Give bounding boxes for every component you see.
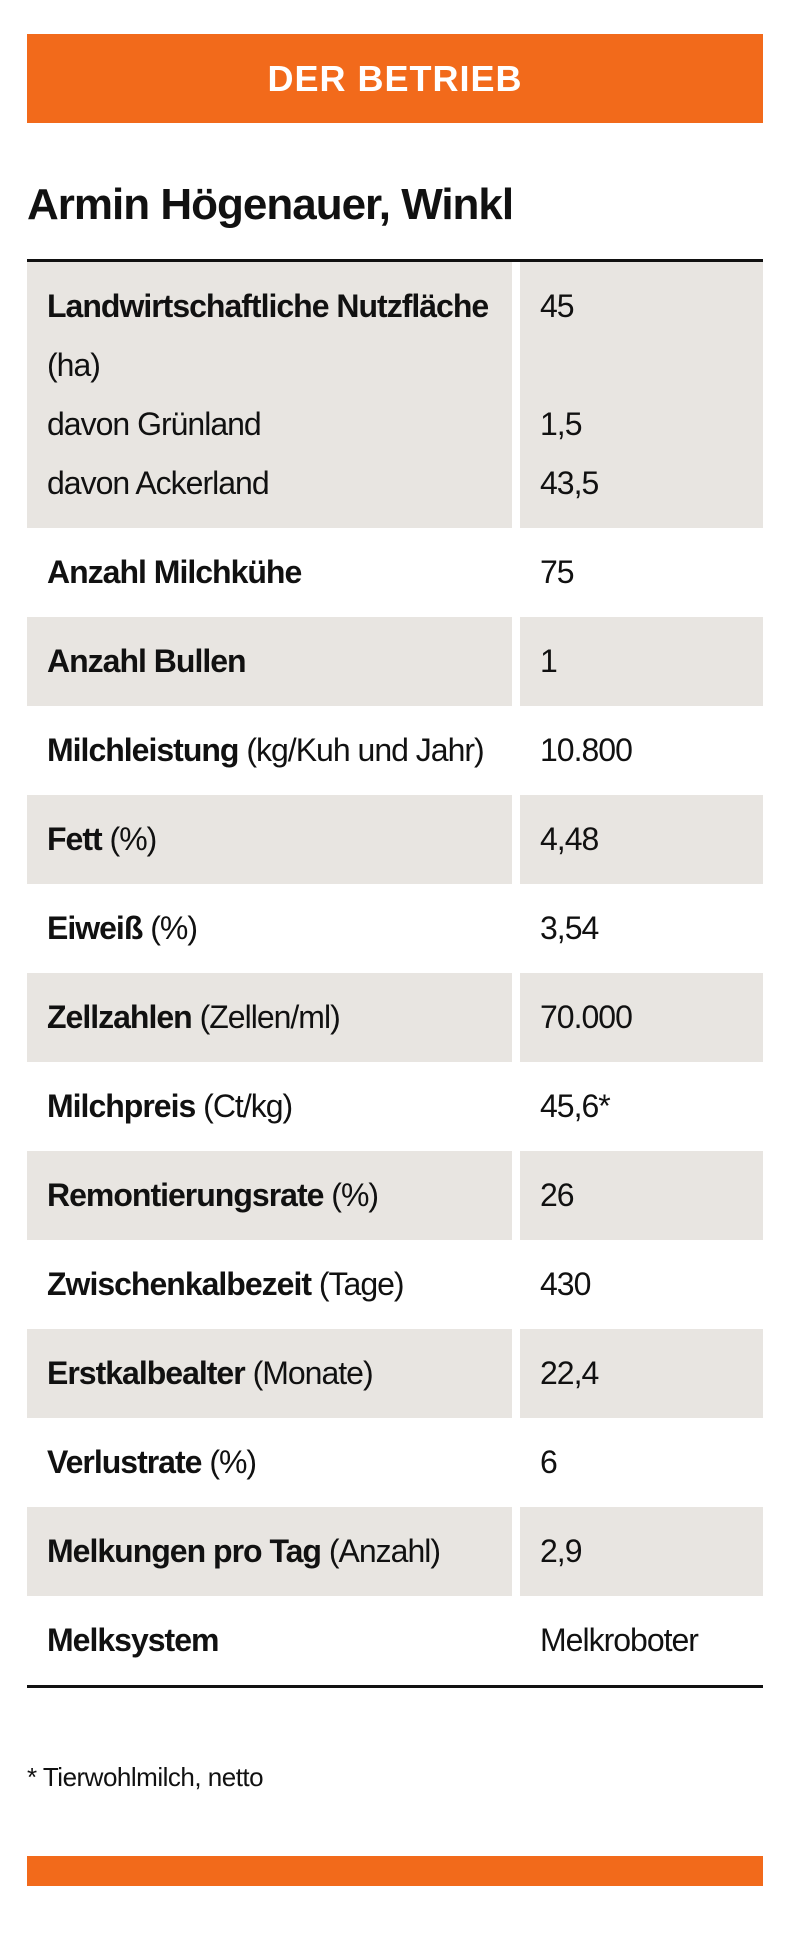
row-label: Verlustrate [47, 1444, 202, 1480]
value-cell: 10.800 [520, 721, 763, 780]
row-label: Zellzahlen [47, 999, 193, 1035]
label-cell: Landwirtschaftliche Nutzfläche (ha) davon… [27, 262, 512, 528]
label-cell: Erstkalbealter (Monate) [27, 1329, 512, 1418]
value-cell: 45,6* [520, 1077, 763, 1136]
value-cell: 45 1,5 43,5 [520, 262, 763, 528]
row-label: Erstkalbealter [47, 1355, 246, 1391]
table-row: Fett (%) 4,48 [27, 795, 763, 884]
sub-label: davon Ackerland [47, 465, 270, 501]
table-row: Eiweiß (%) 3,54 [27, 884, 763, 973]
table-row: Anzahl Bullen 1 [27, 617, 763, 706]
title: Armin Högenauer, Winkl [27, 180, 514, 229]
label-cell: Milchpreis (Ct/kg) [27, 1077, 512, 1136]
row-value: 26 [540, 1177, 575, 1213]
label-cell: Melkungen pro Tag (Anzahl) [27, 1507, 512, 1596]
row-label: Anzahl Bullen [47, 643, 247, 679]
label-cell: Milchleistung (kg/Kuh und Jahr) [27, 721, 512, 780]
table-row: Zwischenkalbezeit (Tage) 430 [27, 1240, 763, 1329]
value-cell: 6 [520, 1433, 763, 1492]
header-title: DER BETRIEB [267, 57, 523, 99]
row-label: Landwirtschaftliche Nutzfläche [47, 288, 489, 324]
value-cell: 3,54 [520, 899, 763, 958]
row-unit: (ha) [47, 347, 101, 383]
row-label: Remontierungsrate [47, 1177, 324, 1213]
label-cell: Eiweiß (%) [27, 899, 512, 958]
table-row: Melksystem Melkroboter [27, 1596, 763, 1685]
row-value: 75 [540, 554, 575, 590]
row-value: Melkroboter [540, 1622, 699, 1658]
sub-value: 43,5 [540, 465, 599, 501]
sub-label: davon Grünland [47, 406, 262, 442]
value-cell: 430 [520, 1255, 763, 1314]
table-row: Milchpreis (Ct/kg) 45,6* [27, 1062, 763, 1151]
row-unit: (kg/Kuh und Jahr) [246, 732, 484, 768]
table-row: Erstkalbealter (Monate) 22,4 [27, 1329, 763, 1418]
value-cell: 75 [520, 543, 763, 602]
value-cell: 4,48 [520, 795, 763, 884]
row-value: 4,48 [540, 821, 599, 857]
table-row: Landwirtschaftliche Nutzfläche (ha) davon… [27, 262, 763, 528]
row-unit: (%) [109, 821, 158, 857]
table: Landwirtschaftliche Nutzfläche (ha) davon… [27, 259, 763, 1688]
table-row: Anzahl Milchkühe 75 [27, 528, 763, 617]
row-unit: (Anzahl) [328, 1533, 441, 1569]
row-value: 430 [540, 1266, 591, 1302]
row-value: 45 [540, 288, 575, 324]
label-cell: Verlustrate (%) [27, 1433, 512, 1492]
label-cell: Zwischenkalbezeit (Tage) [27, 1255, 512, 1314]
value-cell: 70.000 [520, 973, 763, 1062]
row-value: 22,4 [540, 1355, 599, 1391]
row-label: Eiweiß [47, 910, 143, 946]
label-cell: Remontierungsrate (%) [27, 1151, 512, 1240]
value-cell: Melkroboter [520, 1611, 763, 1670]
label-cell: Anzahl Bullen [27, 617, 512, 706]
table-row: Remontierungsrate (%) 26 [27, 1151, 763, 1240]
header-bar: DER BETRIEB [27, 34, 763, 123]
table-row: Zellzahlen (Zellen/ml) 70.000 [27, 973, 763, 1062]
row-value: 3,54 [540, 910, 599, 946]
value-cell: 2,9 [520, 1507, 763, 1596]
row-unit: (Zellen/ml) [199, 999, 341, 1035]
row-unit: (Tage) [318, 1266, 405, 1302]
row-label: Melksystem [47, 1622, 219, 1658]
value-cell: 1 [520, 617, 763, 706]
row-value: 45,6* [540, 1088, 611, 1124]
label-cell: Fett (%) [27, 795, 512, 884]
value-cell: 26 [520, 1151, 763, 1240]
row-value: 1 [540, 643, 558, 679]
label-cell: Zellzahlen (Zellen/ml) [27, 973, 512, 1062]
table-row: Melkungen pro Tag (Anzahl) 2,9 [27, 1507, 763, 1596]
row-label: Milchleistung [47, 732, 239, 768]
label-cell: Melksystem [27, 1611, 512, 1670]
row-value: 6 [540, 1444, 558, 1480]
row-value: 2,9 [540, 1533, 582, 1569]
row-unit: (Ct/kg) [203, 1088, 293, 1124]
table-row: Milchleistung (kg/Kuh und Jahr) 10.800 [27, 706, 763, 795]
row-value: 10.800 [540, 732, 633, 768]
row-unit: (%) [331, 1177, 379, 1213]
row-unit: (%) [150, 910, 198, 946]
row-label: Anzahl Milchkühe [47, 554, 302, 590]
row-unit: (Monate) [252, 1355, 374, 1391]
label-cell: Anzahl Milchkühe [27, 543, 512, 602]
footer-bar [27, 1856, 763, 1886]
row-label: Melkungen pro Tag [47, 1533, 322, 1569]
row-unit: (%) [209, 1444, 257, 1480]
row-label: Fett [47, 821, 103, 857]
row-label: Milchpreis [47, 1088, 196, 1124]
row-value: 70.000 [540, 999, 633, 1035]
row-label: Zwischenkalbezeit [47, 1266, 312, 1302]
value-cell: 22,4 [520, 1329, 763, 1418]
footnote: * Tierwohlmilch, netto [27, 1762, 264, 1792]
sub-value: 1,5 [540, 406, 582, 442]
table-row: Verlustrate (%) 6 [27, 1418, 763, 1507]
